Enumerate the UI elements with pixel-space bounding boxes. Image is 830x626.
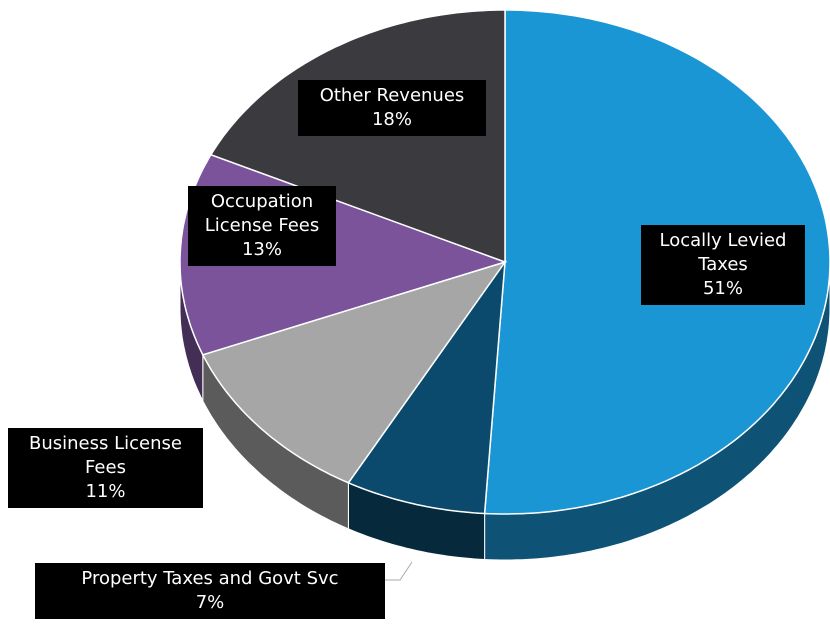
data-label: Property Taxes and Govt Svc 7% xyxy=(35,563,385,619)
data-label: Locally Levied Taxes 51% xyxy=(641,225,805,305)
slice xyxy=(201,260,507,484)
data-label: Other Revenues 18% xyxy=(298,80,486,136)
label-value: 13% xyxy=(241,239,282,260)
label-name: Property Taxes and Govt Svc xyxy=(81,568,339,589)
slice xyxy=(347,259,506,515)
label-value: 51% xyxy=(702,278,743,299)
label-name: Business License Fees xyxy=(29,433,182,478)
label-value: 7% xyxy=(195,592,225,613)
label-value: 11% xyxy=(85,481,126,502)
label-name: Occupation License Fees xyxy=(204,191,320,236)
leader-line xyxy=(385,561,413,581)
label-name: Locally Levied Taxes xyxy=(659,230,787,275)
label-name: Other Revenues xyxy=(319,85,465,106)
data-label: Business License Fees 11% xyxy=(8,428,203,508)
slice xyxy=(209,9,506,264)
data-label: Occupation License Fees 13% xyxy=(188,186,336,266)
label-value: 18% xyxy=(371,109,412,130)
